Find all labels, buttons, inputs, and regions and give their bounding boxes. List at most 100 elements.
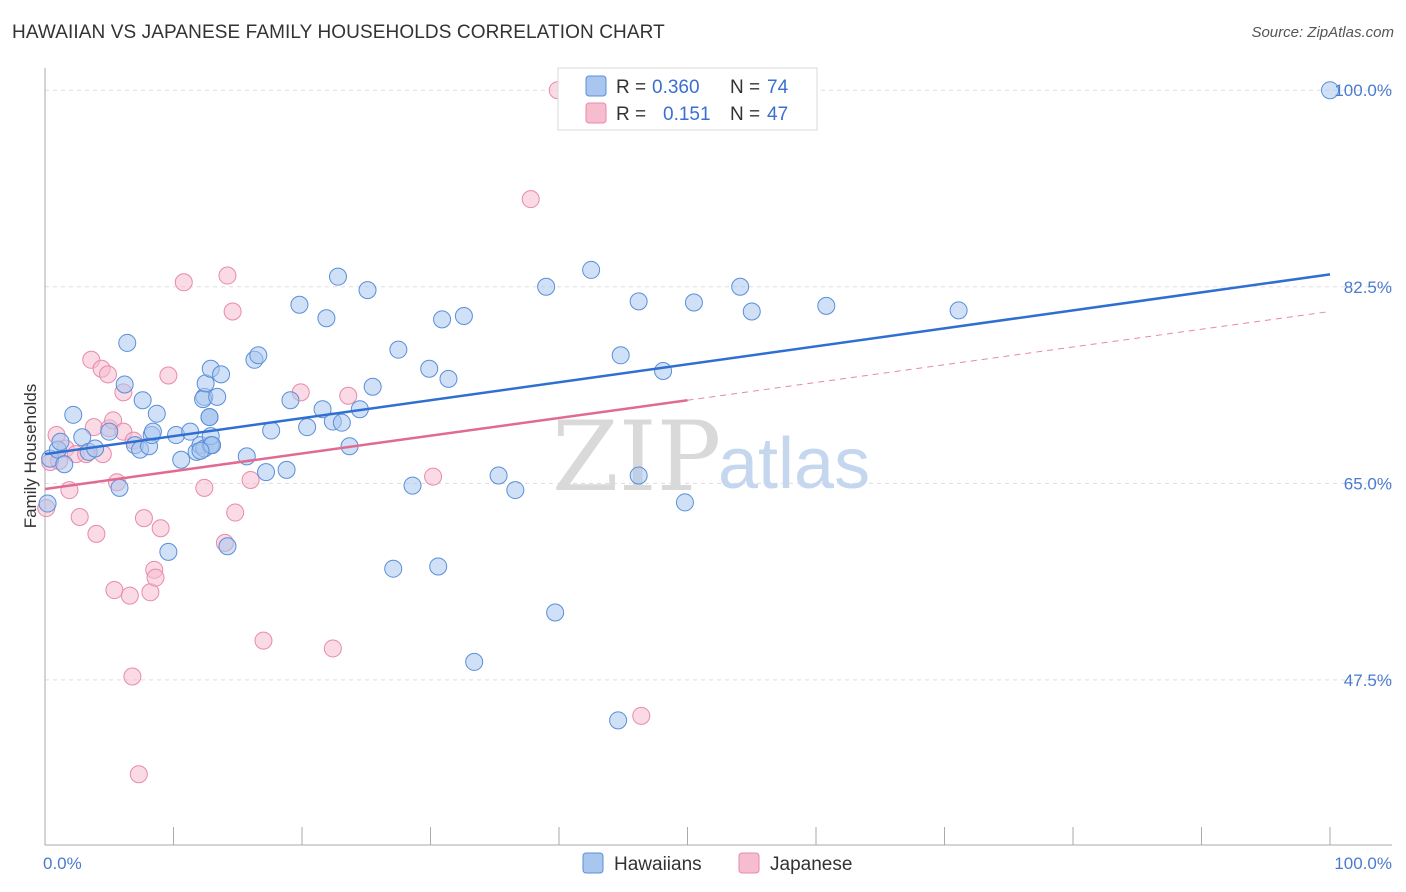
- japanese-point: [195, 478, 214, 497]
- y-tick-label: 100.0%: [1334, 81, 1392, 100]
- y-tick-labels: 47.5% 65.0% 82.5% 100.0%: [1334, 81, 1392, 690]
- hawaiians-point: [358, 281, 377, 300]
- trend-line-japanese: [44, 398, 688, 491]
- legend-swatch-hawaiians: [585, 75, 607, 97]
- gridlines: [45, 89, 1392, 681]
- japanese-point: [323, 639, 342, 658]
- hawaiians-point: [115, 375, 134, 394]
- hawaiians-point: [609, 711, 628, 730]
- hawaiians-point: [420, 359, 439, 378]
- legend-n-label-hawaiians: N =: [730, 77, 760, 98]
- chart-title: HAWAIIAN VS JAPANESE FAMILY HOUSEHOLDS C…: [12, 22, 665, 43]
- hawaiians-point: [817, 296, 836, 315]
- legend-r-value-japanese: 0.151: [663, 104, 711, 125]
- hawaiians-point: [133, 391, 152, 410]
- legend-swatch-japanese: [585, 102, 607, 124]
- hawaiians-point: [212, 365, 231, 384]
- hawaiians-point: [949, 301, 968, 320]
- hawaiians-point: [582, 260, 601, 279]
- x-tick-label-max: 100.0%: [1334, 854, 1392, 873]
- japanese-point: [254, 631, 273, 650]
- hawaiians-point: [55, 455, 74, 474]
- hawaiians-point: [313, 400, 332, 419]
- hawaiians-point: [147, 404, 166, 423]
- hawaiians-point: [249, 346, 268, 365]
- bottom-legend-japanese: Japanese: [770, 854, 852, 875]
- japanese-point: [521, 190, 540, 209]
- hawaiians-point: [384, 559, 403, 578]
- hawaiians-point: [277, 460, 296, 479]
- hawaiians-point: [118, 333, 137, 352]
- hawaiians-point: [100, 422, 119, 441]
- japanese-point: [226, 503, 245, 522]
- legend-r-label-hawaiians: R =: [616, 77, 646, 98]
- japanese-point: [151, 519, 170, 538]
- y-tick-label: 47.5%: [1344, 671, 1392, 690]
- hawaiians-point: [281, 391, 300, 410]
- japanese-point: [223, 302, 242, 321]
- hawaiians-point: [51, 432, 70, 451]
- japanese-point: [159, 366, 178, 385]
- hawaiians-point: [208, 387, 227, 406]
- hawaiians-point: [298, 418, 317, 437]
- hawaiians-point: [537, 277, 556, 296]
- hawaiians-point: [159, 542, 178, 561]
- hawaiians-point: [454, 306, 473, 325]
- trend-lines: [44, 273, 1331, 491]
- y-tick-label: 82.5%: [1344, 278, 1392, 297]
- hawaiians-point: [200, 408, 219, 427]
- japanese-point: [146, 568, 165, 587]
- hawaiians-point: [675, 493, 694, 512]
- japanese-point: [339, 386, 358, 405]
- watermark-atlas: atlas: [718, 424, 870, 504]
- hawaiians-point: [328, 267, 347, 286]
- hawaiians-point: [64, 405, 83, 424]
- hawaiians-point: [611, 346, 630, 365]
- hawaiians-point: [429, 557, 448, 576]
- hawaiians-point: [629, 292, 648, 311]
- trend-line-japanese-extension: [687, 310, 1331, 401]
- hawaiians-point: [489, 466, 508, 485]
- watermark-zip: ZIP: [552, 401, 721, 513]
- hawaiians-point: [290, 295, 309, 314]
- japanese-point: [134, 509, 153, 528]
- trend-line-hawaiians: [44, 273, 1331, 456]
- y-axis-label: Family Households: [21, 384, 40, 529]
- hawaiians-point: [363, 377, 382, 396]
- hawaiians-point: [506, 481, 525, 500]
- hawaiians-point: [403, 476, 422, 495]
- hawaiians-point: [439, 369, 458, 388]
- japanese-point: [120, 586, 139, 605]
- japanese-point: [98, 365, 117, 384]
- legend-r-value-hawaiians: 0.360: [652, 77, 700, 98]
- hawaiians-point: [218, 537, 237, 556]
- source-label: Source: ZipAtlas.com: [1251, 24, 1394, 41]
- series-hawaiians-points: [38, 81, 1339, 730]
- hawaiians-point: [332, 413, 351, 432]
- bottom-legend-hawaiians: Hawaiians: [614, 854, 702, 875]
- hawaiians-point: [172, 450, 191, 469]
- hawaiians-point: [742, 302, 761, 321]
- hawaiians-point: [191, 441, 210, 460]
- japanese-point: [218, 266, 237, 285]
- japanese-point: [105, 581, 124, 600]
- japanese-point: [87, 524, 106, 543]
- hawaiians-point: [1321, 81, 1339, 100]
- hawaiians-point: [110, 478, 129, 497]
- bottom-legend-swatch-hawaiians: [582, 852, 604, 874]
- hawaiians-point: [546, 603, 565, 622]
- hawaiians-point: [433, 310, 452, 329]
- japanese-point: [632, 706, 651, 725]
- hawaiians-point: [465, 652, 484, 671]
- legend-n-value-hawaiians: 74: [767, 77, 789, 98]
- hawaiians-point: [389, 340, 408, 359]
- y-tick-label: 65.0%: [1344, 474, 1392, 493]
- japanese-point: [70, 508, 89, 527]
- x-tick-label-min: 0.0%: [43, 854, 82, 873]
- stats-legend: R = 0.360 N = 74 R = 0.151 N = 47: [557, 67, 818, 131]
- bottom-legend-swatch-japanese: [738, 852, 760, 874]
- hawaiians-point: [38, 494, 57, 513]
- hawaiians-point: [257, 463, 276, 482]
- japanese-point: [424, 467, 443, 486]
- hawaiians-point: [731, 277, 750, 296]
